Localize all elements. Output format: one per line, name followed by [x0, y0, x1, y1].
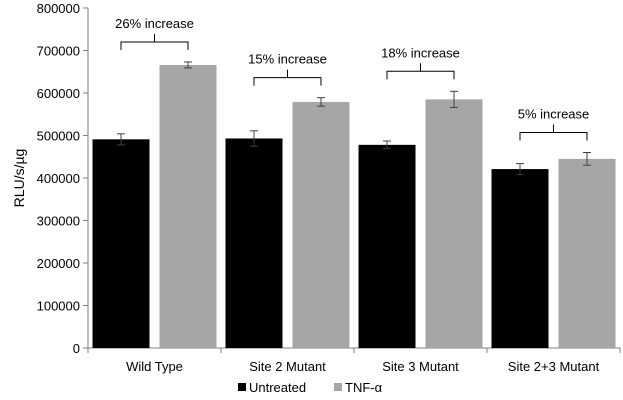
- annotations: 26% increase 15% increase 18% increase 5% i…: [115, 16, 589, 141]
- y-tick-label: 100000: [37, 299, 80, 314]
- legend-swatch: [238, 383, 246, 391]
- legend-label: Untreated: [249, 380, 306, 395]
- annotation-label: 5% increase: [518, 107, 590, 122]
- bar-untreated: [358, 144, 416, 348]
- annotation-bracket: [386, 63, 455, 80]
- bar-tnf-alpha: [558, 158, 616, 348]
- y-tick-label: 600000: [37, 86, 80, 101]
- bar-untreated: [491, 169, 549, 348]
- bar-tnf-alpha: [159, 64, 217, 348]
- category-label: Site 2 Mutant: [249, 359, 326, 374]
- y-tick-label: 300000: [37, 214, 80, 229]
- annotation-bracket: [253, 69, 322, 86]
- y-tick-label: 700000: [37, 44, 80, 59]
- y-tick-label: 800000: [37, 1, 80, 16]
- category-label: Site 2+3 Mutant: [508, 359, 600, 374]
- annotation-bracket: [519, 124, 588, 141]
- bar-untreated: [92, 139, 150, 348]
- bar-tnf-alpha: [425, 99, 483, 348]
- category-label: Wild Type: [126, 359, 183, 374]
- annotation-label: 15% increase: [248, 52, 327, 67]
- y-tick-label: 500000: [37, 129, 80, 144]
- annotation-bracket: [120, 33, 189, 50]
- bar-untreated: [225, 138, 283, 348]
- legend: Untreated TNF-α: [238, 380, 383, 395]
- y-tick-label: 0: [73, 341, 80, 356]
- annotation-label: 18% increase: [381, 45, 460, 60]
- annotation-label: 26% increase: [115, 16, 194, 31]
- legend-label: TNF-α: [345, 380, 383, 395]
- bars: [92, 61, 616, 348]
- bar-tnf-alpha: [292, 101, 350, 348]
- category-label: Site 3 Mutant: [382, 359, 459, 374]
- axes: 0 100000 200000 300000 400000 500000 600000 700…: [37, 1, 621, 374]
- y-tick-label: 400000: [37, 171, 80, 186]
- y-tick-label: 200000: [37, 256, 80, 271]
- y-axis-title: RLU/s/µg: [11, 149, 27, 208]
- legend-swatch: [334, 383, 342, 391]
